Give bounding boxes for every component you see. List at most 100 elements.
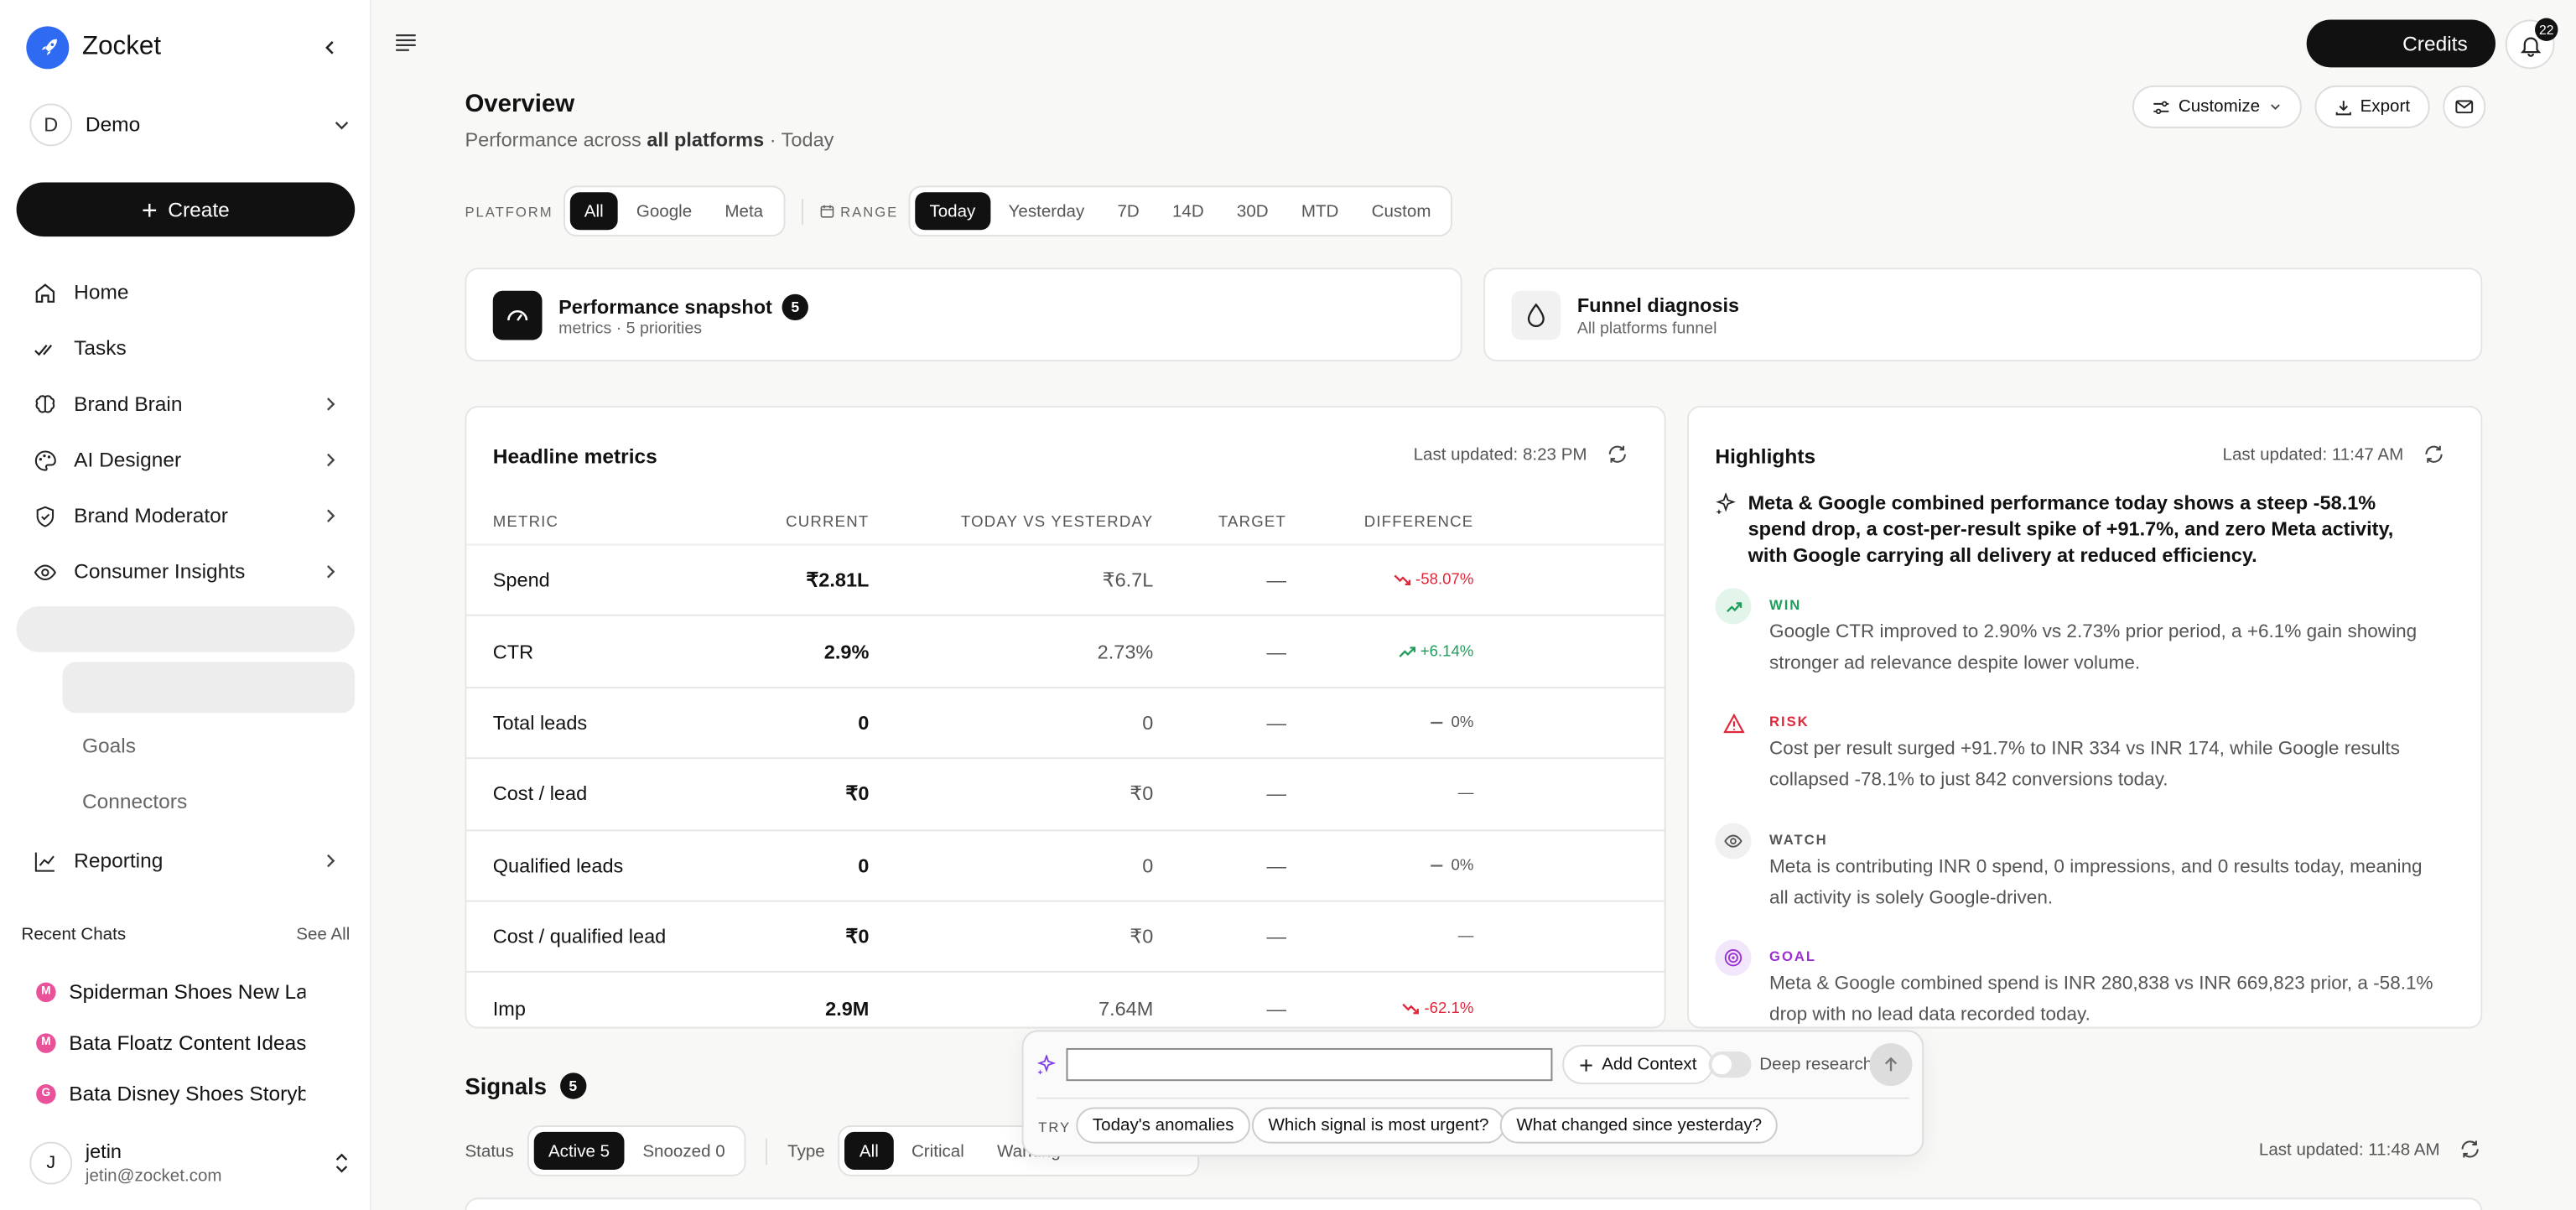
platform-option-meta[interactable]: Meta [724,201,764,221]
brand-name: Zocket [81,33,162,61]
sliders-icon [2153,100,2169,114]
export-button[interactable]: Export [2314,85,2430,128]
funnel-diagnosis-card[interactable]: Funnel diagnosis All platforms funnel [1483,267,2483,362]
sidebar-subitem-connectors[interactable]: Connectors [81,790,188,813]
highlight-text: Google CTR improved to 2.90% vs 2.73% pr… [1769,622,2418,674]
chat-input[interactable] [1066,1047,1553,1082]
suggestion-chip[interactable]: Today's anomalies [1076,1107,1251,1144]
sidebar-item-ai-designer[interactable]: AI Designer [17,432,356,488]
funnel-title: Funnel diagnosis [1576,293,1740,318]
current-cell: 0 [858,854,870,877]
metric-cell: Total leads [492,711,588,735]
suggestion-chip[interactable]: Which signal is most urgent? [1251,1107,1506,1144]
plus-icon [143,202,157,216]
sidebar-item-label: Tasks [74,336,127,361]
type-option-all[interactable]: All [844,1131,894,1170]
sidebar-item-consumer-insights[interactable]: Consumer Insights [17,543,356,600]
range-option-7d[interactable]: 7D [1117,201,1140,221]
send-button[interactable] [1869,1043,1913,1087]
sidebar-item-home[interactable]: Home [17,264,356,320]
difference-cell: — [1458,785,1474,803]
table-row: Total leads 0 0 — 0% [466,688,1665,760]
recent-chat-title: Bata Floatz Content Ideas [69,1031,306,1054]
platform-option-all[interactable]: All [569,192,619,231]
sidebar-item-active-placeholder[interactable] [16,605,356,652]
table-row: CTR 2.9% 2.73% — +6.14% [466,616,1665,688]
chat-platform-badge: G [36,1083,56,1104]
sidebar-nav: Home Tasks Brand Brain AI Designer Brand… [16,264,356,889]
sidebar-subitem-goals[interactable]: Goals [81,734,136,758]
type-filter-label: Type [787,1140,825,1161]
collapse-sidebar-icon[interactable] [315,33,345,62]
metrics-last-updated: Last updated: 8:23 PM [1414,444,1628,465]
notifications-button[interactable]: 22 [2505,18,2558,70]
sidebar-item-tasks[interactable]: Tasks [17,320,356,377]
add-context-button[interactable]: Add Context [1562,1045,1714,1085]
customize-button[interactable]: Customize [2132,85,2302,128]
see-all-link[interactable]: See All [296,925,351,945]
table-row: Cost / qualified lead ₹0 ₹0 — — [466,902,1665,974]
workspace-name: Demo [85,113,141,137]
deep-research-toggle[interactable] [1708,1051,1752,1078]
workspace-switcher[interactable]: D Demo [29,101,351,148]
recent-chat-item[interactable]: G Bata Disney Shoes Storyboa [36,1067,305,1119]
col-header-vs[interactable]: TODAY VS YESTERDAY [960,512,1154,531]
highlights-headline-text: Meta & Google combined performance today… [1748,491,2394,567]
range-option-custom[interactable]: Custom [1371,201,1431,221]
vs-cell: 0 [1142,711,1154,735]
range-option-today[interactable]: Today [914,192,990,231]
email-report-button[interactable] [2443,85,2486,128]
range-option-14d[interactable]: 14D [1171,201,1204,221]
refresh-icon[interactable] [1607,444,1628,465]
col-header-target[interactable]: TARGET [1218,512,1287,531]
vs-cell: ₹0 [1130,782,1154,806]
menu-lines-icon[interactable] [394,31,417,54]
line-chart-icon [34,851,55,871]
sidebar-item-brand-moderator[interactable]: Brand Moderator [17,488,356,544]
rocket-logo-icon [26,26,70,70]
trend-up-icon [1398,646,1415,657]
highlights-last-updated: Last updated: 11:47 AM [2223,444,2445,465]
sidebar-item-brand-brain[interactable]: Brand Brain [17,377,356,433]
recent-chat-item[interactable]: M Spiderman Shoes New Laur [36,966,305,1017]
customize-label: Customize [2178,96,2261,117]
platform-segmented-control: All Google Meta [563,185,785,237]
table-row: Qualified leads 0 0 — 0% [466,830,1665,902]
brand[interactable]: Zocket [26,26,162,70]
user-menu[interactable]: J jetin jetin@zocket.com [29,1140,351,1187]
shield-icon [36,505,55,527]
current-cell: 2.9M [825,996,870,1020]
table-row: Cost / lead ₹0 ₹0 — — [466,759,1665,831]
status-option-active[interactable]: Active 5 [533,1131,625,1170]
deep-research-label: Deep research [1759,1054,1873,1075]
suggestion-chip[interactable]: What changed since yesterday? [1499,1107,1779,1144]
create-button[interactable]: Create [16,182,356,237]
current-cell: ₹2.81L [806,569,870,592]
sidebar-subitem-active-placeholder[interactable] [62,662,356,714]
user-name: jetin [85,1140,122,1164]
col-header-current[interactable]: CURRENT [786,512,870,531]
refresh-icon[interactable] [2423,444,2444,465]
col-header-metric[interactable]: METRIC [492,512,559,531]
target-icon [1715,939,1752,976]
range-option-yesterday[interactable]: Yesterday [1008,201,1085,221]
refresh-icon[interactable] [2459,1139,2480,1160]
status-option-snoozed[interactable]: Snoozed 0 [642,1140,725,1161]
credits-button[interactable]: Credits [2306,19,2496,68]
col-header-difference[interactable]: DIFFERENCE [1363,512,1474,531]
metric-cell: Spend [492,569,550,592]
current-cell: 0 [858,711,870,735]
highlights-panel-title: Highlights [1715,444,1816,469]
platform-option-google[interactable]: Google [636,201,693,221]
recent-chat-item[interactable]: M Bata Floatz Content Ideas [36,1017,305,1068]
difference-value: -58.07% [1415,571,1474,589]
range-option-30d[interactable]: 30D [1236,201,1269,221]
type-option-critical[interactable]: Critical [911,1140,964,1161]
bell-icon [2519,36,2541,56]
sidebar-item-reporting[interactable]: Reporting [17,833,356,889]
metric-cell: CTR [492,640,534,663]
performance-snapshot-card[interactable]: Performance snapshot 5 metrics · 5 prior… [465,267,1462,362]
range-option-mtd[interactable]: MTD [1301,201,1339,221]
recent-chat-title: Bata Disney Shoes Storyboa [69,1082,306,1105]
sparkle-icon [1036,1054,1057,1075]
